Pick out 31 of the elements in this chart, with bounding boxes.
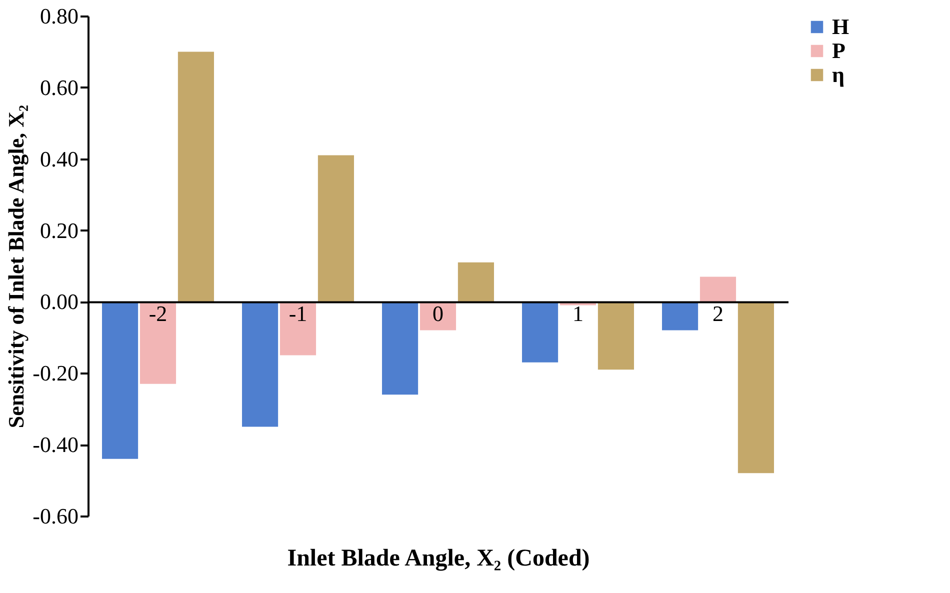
y-tick-label: -0.20	[32, 360, 78, 386]
y-tick-label: 0.00	[40, 289, 78, 314]
bar	[738, 302, 774, 474]
bar	[458, 262, 494, 302]
bar	[178, 52, 214, 302]
bar	[700, 276, 736, 302]
y-tick-label: 0.60	[40, 74, 78, 100]
y-tick-label: 0.40	[40, 146, 78, 172]
bar	[382, 302, 418, 395]
x-tick-label: 0	[432, 301, 444, 326]
y-tick-label: -0.40	[32, 432, 78, 458]
bar	[662, 302, 698, 330]
bar	[140, 302, 176, 384]
y-axis-title: Sensitivity of Inlet Blade Angle, X₂	[4, 104, 29, 428]
y-tick-label: 0.20	[40, 218, 78, 243]
x-axis-title: Inlet Blade Angle, X₂ (Coded)	[287, 546, 590, 572]
x-tick-label: 2	[712, 301, 724, 326]
legend-label: P	[832, 38, 846, 63]
x-tick-label: -1	[288, 301, 308, 326]
bar	[280, 302, 316, 356]
bar	[242, 302, 278, 427]
bar	[522, 302, 558, 362]
bar	[102, 302, 138, 459]
x-tick-label: -2	[148, 301, 168, 326]
y-tick-label: 0.80	[40, 4, 78, 28]
x-tick-label: 1	[572, 301, 584, 326]
bar	[318, 155, 354, 302]
y-tick-label: -0.60	[32, 504, 78, 528]
legend-label: H	[832, 14, 850, 39]
legend-label: η	[832, 62, 844, 87]
bar	[598, 302, 634, 370]
